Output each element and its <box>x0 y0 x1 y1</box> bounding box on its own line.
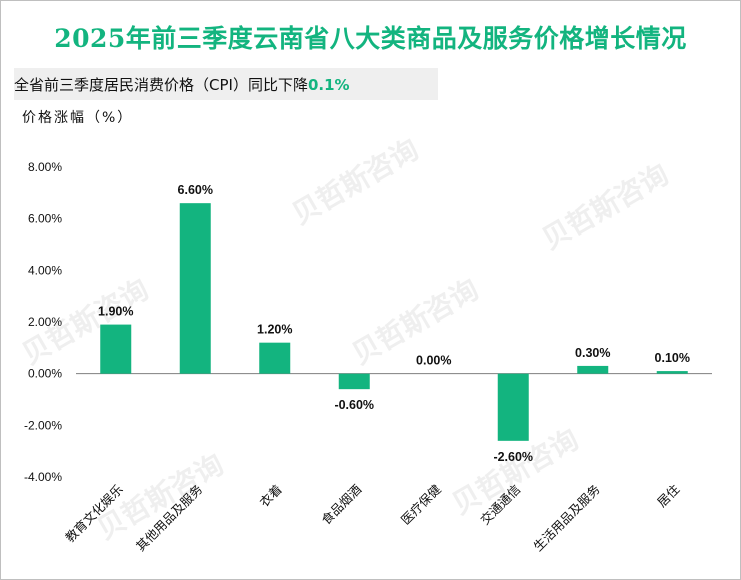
category-label: 食品烟酒 <box>318 482 364 528</box>
category-label: 生活用品及服务 <box>530 482 602 554</box>
data-label: 6.60% <box>178 183 213 197</box>
subtitle-text: 全省前三季度居民消费价格（CPI）同比下降 <box>14 76 308 94</box>
watermark-text: 贝哲斯咨询 <box>286 132 424 231</box>
bar <box>577 365 609 374</box>
subtitle-highlight: 0.1% <box>307 76 350 94</box>
y-tick-label: -2.00% <box>24 418 62 432</box>
data-label: 0.00% <box>416 354 451 368</box>
y-tick-label: 0.00% <box>28 367 62 381</box>
y-tick-label: -4.00% <box>24 470 62 484</box>
data-label: -0.60% <box>334 398 374 412</box>
bar <box>656 371 688 374</box>
watermark-text: 贝哲斯咨询 <box>536 157 674 256</box>
data-label: 1.90% <box>98 305 133 319</box>
bar <box>259 342 291 374</box>
data-label: 0.30% <box>575 346 610 360</box>
bar <box>497 373 529 441</box>
data-label: -2.60% <box>493 450 533 464</box>
y-tick-label: 2.00% <box>28 315 62 329</box>
y-tick-label: 8.00% <box>28 160 62 174</box>
bar <box>179 203 211 374</box>
y-tick-label: 4.00% <box>28 263 62 277</box>
data-label: 1.20% <box>257 323 292 337</box>
subtitle-banner <box>14 68 438 100</box>
y-tick-label: 6.00% <box>28 212 62 226</box>
category-label: 医疗保健 <box>398 481 444 527</box>
y-axis-title: 价格涨幅（%） <box>22 110 134 126</box>
subtitle: 全省前三季度居民消费价格（CPI）同比下降0.1% <box>14 74 350 95</box>
data-label: 0.10% <box>655 351 690 365</box>
bar <box>100 324 132 374</box>
category-label: 衣着 <box>257 482 285 510</box>
category-label: 居住 <box>654 481 683 510</box>
bar <box>338 373 370 390</box>
chart-title: 2025年前三季度云南省八大类商品及服务价格增长情况 <box>54 24 687 53</box>
